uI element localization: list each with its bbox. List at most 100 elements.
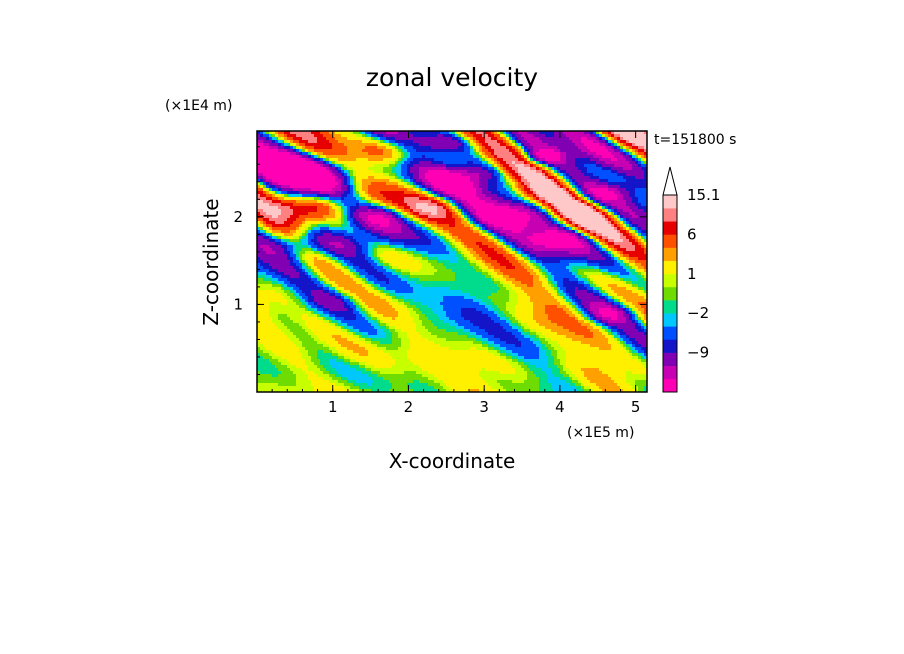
field-cell — [593, 173, 597, 177]
field-cell — [287, 131, 291, 135]
field-cell — [491, 167, 495, 171]
field-cell — [608, 134, 612, 138]
field-cell — [566, 161, 570, 165]
field-cell — [440, 164, 444, 168]
field-cell — [539, 170, 543, 174]
field-cell — [419, 200, 423, 204]
field-cell — [338, 170, 342, 174]
field-cell — [620, 218, 624, 222]
chart-title: zonal velocity — [366, 63, 538, 92]
field-cell — [335, 245, 339, 249]
field-cell — [395, 239, 399, 243]
field-cell — [557, 221, 561, 225]
field-cell — [431, 158, 435, 162]
field-cell — [266, 185, 270, 189]
field-cell — [617, 134, 621, 138]
field-cell — [413, 197, 417, 201]
field-cell — [644, 179, 647, 183]
field-cell — [440, 140, 444, 144]
field-cell — [359, 200, 363, 204]
field-cell — [509, 152, 513, 156]
field-cell — [527, 158, 531, 162]
field-cell — [569, 161, 573, 165]
field-cell — [425, 155, 429, 159]
field-cell — [467, 164, 471, 168]
field-cell — [449, 179, 453, 183]
field-cell — [458, 140, 462, 144]
field-cell — [326, 230, 330, 234]
field-cell — [359, 224, 363, 228]
field-cell — [500, 167, 504, 171]
field-cell — [311, 221, 315, 225]
field-cell — [503, 146, 507, 150]
field-cell — [518, 131, 522, 135]
field-cell — [548, 236, 552, 240]
field-cell — [638, 173, 642, 177]
field-cell — [389, 164, 393, 168]
field-cell — [335, 149, 339, 153]
field-cell — [515, 155, 519, 159]
field-cell — [425, 143, 429, 147]
field-cell — [632, 191, 636, 195]
field-cell — [392, 212, 396, 216]
field-cell — [581, 212, 585, 216]
field-cell — [308, 230, 312, 234]
field-cell — [401, 152, 405, 156]
field-cell — [581, 209, 585, 213]
field-cell — [365, 188, 369, 192]
field-cell — [311, 173, 315, 177]
field-cell — [497, 188, 501, 192]
field-cell — [572, 152, 576, 156]
field-cell — [290, 245, 294, 249]
field-cell — [305, 179, 309, 183]
field-cell — [368, 200, 372, 204]
field-cell — [410, 221, 414, 225]
field-cell — [449, 134, 453, 138]
field-cell — [392, 221, 396, 225]
field-cell — [479, 140, 483, 144]
field-cell — [365, 200, 369, 204]
field-cell — [587, 242, 591, 246]
field-cell — [317, 179, 321, 183]
field-cell — [560, 227, 564, 231]
field-cell — [389, 143, 393, 147]
field-cell — [371, 215, 375, 219]
field-cell — [524, 167, 528, 171]
field-cell — [584, 137, 588, 141]
field-cell — [608, 176, 612, 180]
field-cell — [482, 143, 486, 147]
field-cell — [476, 155, 480, 159]
field-cell — [470, 200, 474, 204]
field-cell — [602, 197, 606, 201]
field-cell — [353, 185, 357, 189]
field-cell — [572, 191, 576, 195]
field-cell — [455, 233, 459, 237]
field-cell — [299, 137, 303, 141]
field-cell — [392, 173, 396, 177]
field-cell — [479, 188, 483, 192]
field-cell — [434, 206, 438, 210]
field-cell — [317, 155, 321, 159]
field-cell — [311, 233, 315, 237]
field-cell — [485, 203, 489, 207]
field-cell — [614, 131, 618, 135]
field-cell — [527, 209, 531, 213]
field-cell — [281, 149, 285, 153]
field-cell — [434, 224, 438, 228]
field-cell — [320, 140, 324, 144]
field-cell — [392, 146, 396, 150]
field-cell — [515, 185, 519, 189]
field-cell — [602, 170, 606, 174]
field-cell — [341, 131, 345, 135]
field-cell — [401, 227, 405, 231]
field-cell — [302, 215, 306, 219]
field-cell — [437, 191, 441, 195]
field-cell — [641, 146, 645, 150]
field-cell — [332, 182, 336, 186]
field-cell — [497, 218, 501, 222]
field-cell — [611, 155, 615, 159]
field-cell — [470, 185, 474, 189]
field-cell — [599, 164, 603, 168]
field-cell — [287, 218, 291, 222]
field-cell — [257, 221, 261, 225]
